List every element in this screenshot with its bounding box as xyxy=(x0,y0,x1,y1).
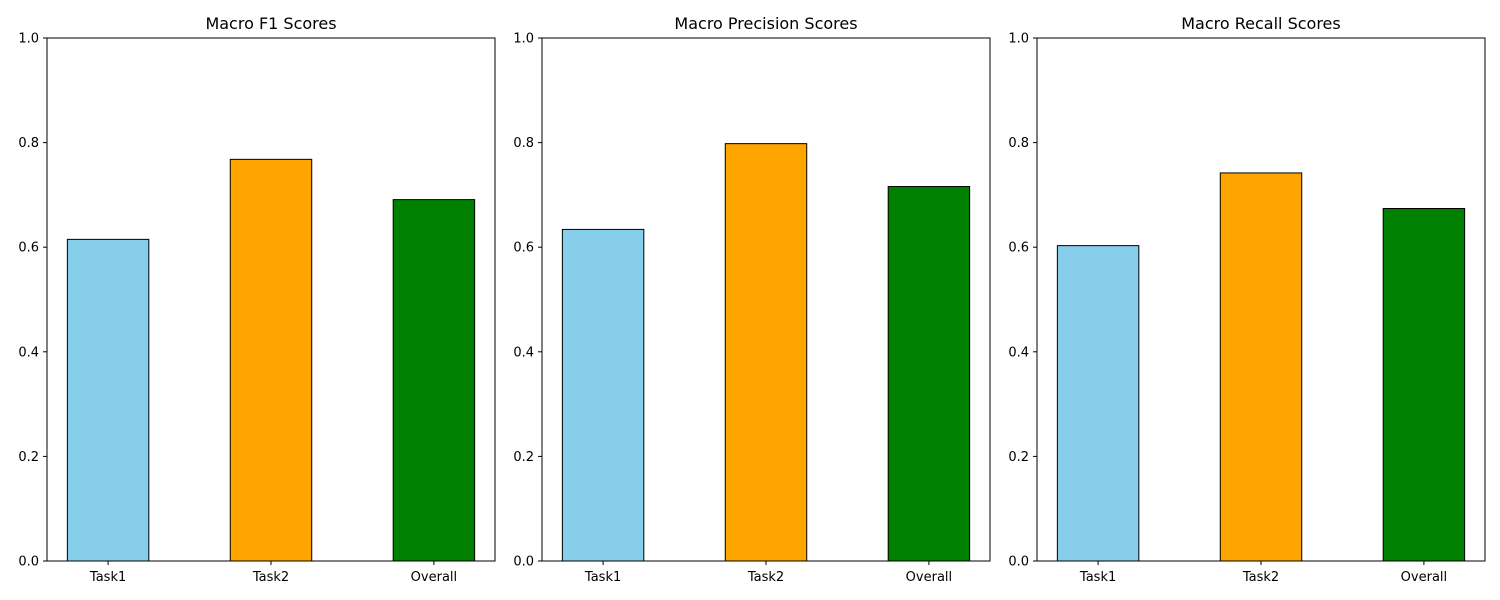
y-tick-label: 0.8 xyxy=(513,136,534,151)
x-tick-label: Task1 xyxy=(1079,570,1116,585)
bar-task1 xyxy=(1056,245,1140,562)
bar-overall xyxy=(887,186,971,562)
y-tick-label: 0.6 xyxy=(18,241,39,256)
chart-panel-3: 0.0 0.2 0.4 0.6 0.8 1.0 Task1 Task2 Overall Macro… xyxy=(1008,14,1486,585)
y-tick-label: 0.8 xyxy=(1008,136,1029,151)
x-tick-label: Task2 xyxy=(747,570,784,585)
bar-task2 xyxy=(724,143,808,562)
y-tick-label: 1.0 xyxy=(513,32,534,47)
y-tick-label: 0.6 xyxy=(1008,241,1029,256)
y-tick-label: 0.0 xyxy=(1008,555,1029,570)
y-tick-label: 0.4 xyxy=(1008,345,1029,360)
y-tick-label: 0.4 xyxy=(18,345,39,360)
x-tick-label: Task2 xyxy=(252,570,289,585)
bar-task2 xyxy=(1219,172,1303,562)
x-tick-label: Task2 xyxy=(1242,570,1279,585)
x-tick-label: Task1 xyxy=(89,570,126,585)
y-tick-label: 0.2 xyxy=(1008,450,1029,465)
x-tick-label: Overall xyxy=(906,570,952,585)
y-tick-label: 0.8 xyxy=(18,136,39,151)
chart-panel-2: 0.0 0.2 0.4 0.6 0.8 1.0 Task1 Task2 Overall Macro… xyxy=(513,14,991,585)
bar-task1 xyxy=(66,238,150,562)
y-tick-label: 1.0 xyxy=(18,32,39,47)
bar-task1 xyxy=(561,228,645,562)
bar-task2 xyxy=(229,158,313,562)
y-tick-label: 1.0 xyxy=(1008,32,1029,47)
y-tick-label: 0.0 xyxy=(18,555,39,570)
x-tick-label: Overall xyxy=(1401,570,1447,585)
y-tick-label: 0.2 xyxy=(513,450,534,465)
bar-overall xyxy=(1382,207,1466,562)
chart-title: Macro Precision Scores xyxy=(674,14,857,33)
bar-overall xyxy=(392,199,476,562)
chart-panel-1: 0.0 0.2 0.4 0.6 0.8 1.0 Task1 Task2 Overall Macro… xyxy=(18,14,496,585)
y-tick-label: 0.0 xyxy=(513,555,534,570)
y-tick-label: 0.4 xyxy=(513,345,534,360)
chart-title: Macro F1 Scores xyxy=(205,14,336,33)
chart-title: Macro Recall Scores xyxy=(1181,14,1340,33)
y-tick-label: 0.2 xyxy=(18,450,39,465)
y-tick-label: 0.6 xyxy=(513,241,534,256)
x-tick-label: Task1 xyxy=(584,570,621,585)
x-tick-label: Overall xyxy=(411,570,457,585)
